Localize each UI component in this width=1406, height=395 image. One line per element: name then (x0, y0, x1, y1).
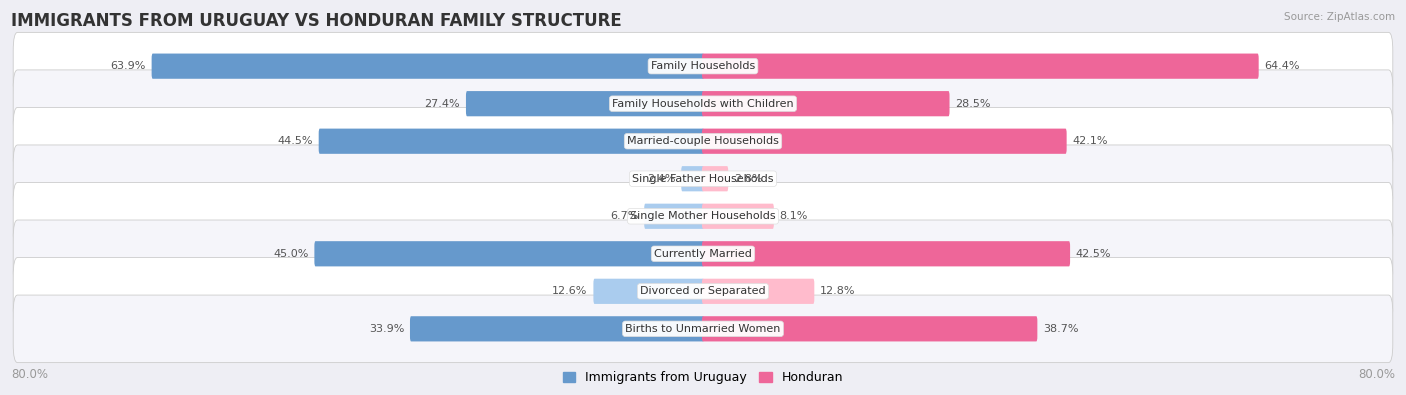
Text: 12.6%: 12.6% (553, 286, 588, 296)
FancyBboxPatch shape (13, 220, 1393, 288)
FancyBboxPatch shape (593, 279, 704, 304)
Text: Single Mother Households: Single Mother Households (630, 211, 776, 221)
Text: 38.7%: 38.7% (1043, 324, 1078, 334)
Text: 64.4%: 64.4% (1264, 61, 1301, 71)
FancyBboxPatch shape (13, 182, 1393, 250)
Text: 8.1%: 8.1% (780, 211, 808, 221)
FancyBboxPatch shape (13, 295, 1393, 363)
Text: 80.0%: 80.0% (11, 368, 48, 381)
FancyBboxPatch shape (702, 279, 814, 304)
Text: Family Households with Children: Family Households with Children (612, 99, 794, 109)
Text: 44.5%: 44.5% (277, 136, 314, 146)
FancyBboxPatch shape (702, 54, 1258, 79)
Text: 28.5%: 28.5% (955, 99, 991, 109)
Text: 33.9%: 33.9% (368, 324, 404, 334)
Text: Divorced or Separated: Divorced or Separated (640, 286, 766, 296)
Text: 12.8%: 12.8% (820, 286, 856, 296)
Text: Single Father Households: Single Father Households (633, 174, 773, 184)
FancyBboxPatch shape (702, 204, 773, 229)
FancyBboxPatch shape (465, 91, 704, 116)
Text: Births to Unmarried Women: Births to Unmarried Women (626, 324, 780, 334)
FancyBboxPatch shape (13, 145, 1393, 213)
FancyBboxPatch shape (702, 166, 728, 191)
Text: 6.7%: 6.7% (610, 211, 638, 221)
FancyBboxPatch shape (152, 54, 704, 79)
Text: 27.4%: 27.4% (425, 99, 460, 109)
FancyBboxPatch shape (13, 107, 1393, 175)
Text: 2.8%: 2.8% (734, 174, 762, 184)
Text: 45.0%: 45.0% (273, 249, 308, 259)
Text: 63.9%: 63.9% (111, 61, 146, 71)
FancyBboxPatch shape (319, 129, 704, 154)
FancyBboxPatch shape (644, 204, 704, 229)
Text: Source: ZipAtlas.com: Source: ZipAtlas.com (1284, 12, 1395, 22)
Text: 2.4%: 2.4% (647, 174, 675, 184)
FancyBboxPatch shape (702, 316, 1038, 341)
Text: 42.1%: 42.1% (1073, 136, 1108, 146)
FancyBboxPatch shape (702, 129, 1067, 154)
Text: Family Households: Family Households (651, 61, 755, 71)
Text: Married-couple Households: Married-couple Households (627, 136, 779, 146)
FancyBboxPatch shape (315, 241, 704, 266)
FancyBboxPatch shape (411, 316, 704, 341)
Text: 42.5%: 42.5% (1076, 249, 1111, 259)
Text: 80.0%: 80.0% (1358, 368, 1395, 381)
FancyBboxPatch shape (13, 32, 1393, 100)
FancyBboxPatch shape (702, 241, 1070, 266)
FancyBboxPatch shape (13, 70, 1393, 137)
FancyBboxPatch shape (702, 91, 949, 116)
FancyBboxPatch shape (682, 166, 704, 191)
Text: Currently Married: Currently Married (654, 249, 752, 259)
FancyBboxPatch shape (13, 258, 1393, 325)
Legend: Immigrants from Uruguay, Honduran: Immigrants from Uruguay, Honduran (558, 367, 848, 389)
Text: IMMIGRANTS FROM URUGUAY VS HONDURAN FAMILY STRUCTURE: IMMIGRANTS FROM URUGUAY VS HONDURAN FAMI… (11, 12, 621, 30)
